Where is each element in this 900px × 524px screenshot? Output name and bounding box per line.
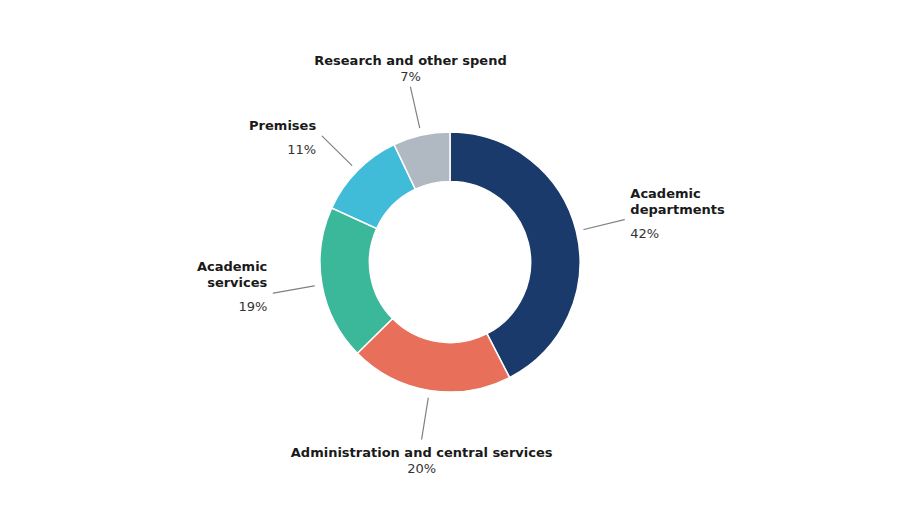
data-label: 20% bbox=[407, 461, 436, 476]
slice-label: Academicdepartments bbox=[630, 186, 725, 217]
slice-label-line: Academic bbox=[197, 259, 267, 274]
plot: Academicdepartments42%Administration and… bbox=[197, 53, 725, 476]
labels: Academicdepartments42%Administration and… bbox=[197, 53, 725, 476]
slice-label-line: departments bbox=[630, 202, 725, 217]
leader-line bbox=[584, 220, 624, 230]
slice-label: Premises bbox=[249, 118, 316, 133]
leader-line bbox=[410, 87, 419, 128]
slice bbox=[320, 208, 393, 353]
slice-label-line: services bbox=[207, 275, 267, 290]
slice-label: Administration and central services bbox=[291, 445, 553, 460]
leader-line bbox=[322, 136, 352, 165]
slices bbox=[320, 132, 580, 392]
slice-label: Academicservices bbox=[197, 259, 268, 290]
data-label: 42% bbox=[630, 226, 659, 241]
slice-label-line: Academic bbox=[630, 186, 700, 201]
data-label: 11% bbox=[287, 142, 316, 157]
slice-label: Research and other spend bbox=[314, 53, 507, 68]
data-label: 19% bbox=[238, 299, 267, 314]
data-label: 7% bbox=[400, 69, 421, 84]
slice-label-line: Premises bbox=[249, 118, 316, 133]
leader-line bbox=[273, 286, 314, 293]
leader-line bbox=[422, 398, 429, 439]
slice-label-line: Research and other spend bbox=[314, 53, 507, 68]
chart: Academicdepartments42%Administration and… bbox=[0, 0, 900, 524]
slice-label-line: Administration and central services bbox=[291, 445, 553, 460]
slice bbox=[394, 132, 450, 189]
